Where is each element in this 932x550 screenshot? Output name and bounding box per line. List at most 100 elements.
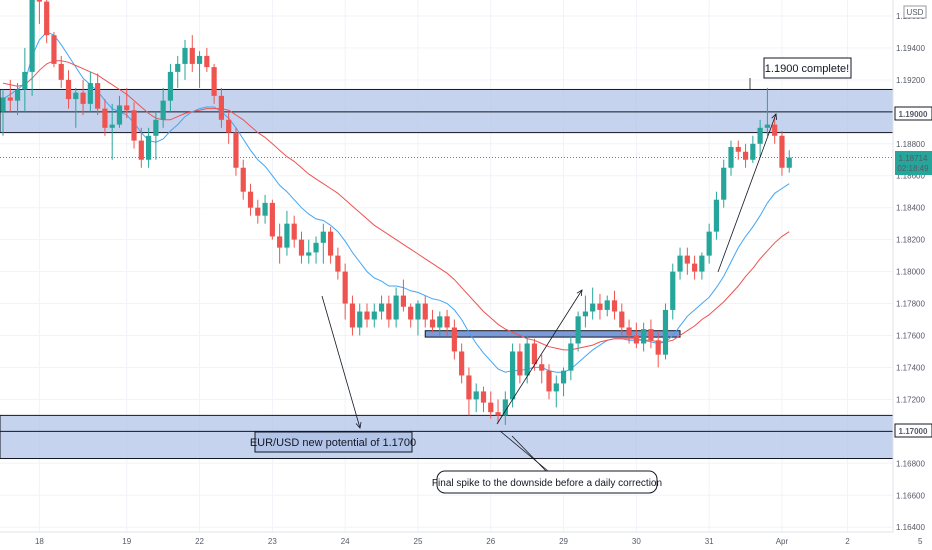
drawings (321, 78, 777, 472)
candle (546, 364, 552, 400)
candle (524, 335, 530, 384)
candle (196, 51, 203, 88)
candle-body (546, 370, 552, 392)
candle-body (131, 110, 137, 141)
candle-body (626, 327, 632, 336)
candle (0, 89, 6, 136)
candle (706, 223, 712, 264)
candle-body (677, 255, 683, 272)
candle-body (328, 231, 334, 256)
price-tick-label: 1.17600 (896, 331, 925, 340)
time-tick-label: 5 (918, 537, 923, 546)
candle-body (400, 295, 406, 307)
price-tick-label: 1.16800 (896, 459, 925, 468)
arrow-to-1170 (321, 295, 361, 429)
callout-line (511, 435, 547, 472)
time-tick-label: 29 (559, 537, 568, 546)
candle (510, 343, 516, 408)
time-tick-label: 26 (486, 537, 495, 546)
candle (459, 343, 465, 384)
time-tick-label: 19 (122, 537, 131, 546)
candle (713, 191, 720, 240)
candle-body (364, 311, 370, 320)
candle (65, 70, 72, 109)
candle-body (306, 252, 312, 256)
candle-body (779, 135, 785, 168)
candle-body (684, 255, 690, 264)
candle (597, 293, 603, 320)
candle-body (539, 364, 545, 371)
candle-body (429, 319, 436, 328)
candle-body (393, 295, 399, 320)
candle-body (641, 329, 647, 344)
candle (728, 140, 734, 176)
candle (633, 322, 639, 349)
candle-body (648, 329, 654, 341)
currency-badge[interactable] (903, 5, 927, 19)
candle (320, 223, 326, 264)
candle-countdown: 02:18:49 (897, 164, 929, 173)
candle-body (262, 202, 268, 216)
candle (233, 127, 239, 176)
candle (786, 150, 792, 173)
candle (677, 247, 683, 280)
candle (204, 47, 210, 72)
candle-body (247, 191, 254, 208)
candle (429, 309, 436, 333)
price-tick-label: 1.18600 (896, 172, 925, 181)
candle-body (466, 375, 472, 400)
candle (495, 399, 501, 424)
time-tick-label: 25 (414, 537, 423, 546)
candle-body (146, 135, 152, 160)
candle-body (735, 146, 741, 152)
price-tick-label: 1.19400 (896, 44, 925, 53)
candle (393, 287, 399, 328)
candle (247, 183, 254, 216)
callout-line (499, 430, 549, 472)
candle-body (750, 143, 756, 160)
candle-body (102, 108, 108, 128)
candle (721, 159, 727, 208)
candle-body (582, 311, 588, 317)
candle-body (692, 263, 698, 272)
candle-body (670, 271, 676, 310)
candle (124, 87, 130, 119)
candle (240, 159, 246, 200)
candle-body (590, 303, 596, 312)
candle-body (277, 236, 283, 248)
candle-body (655, 340, 661, 355)
candle (175, 55, 181, 88)
price-axis[interactable] (893, 0, 932, 532)
candle-body (22, 71, 28, 90)
candle (44, 0, 50, 44)
price-tick-label: 1.16400 (896, 523, 925, 532)
candle-body (189, 47, 195, 64)
currency-label: USD (907, 8, 924, 17)
candle (182, 39, 188, 80)
arrow-correction-head (576, 289, 583, 297)
candle-body (320, 231, 326, 243)
candle (699, 252, 705, 280)
candle (51, 31, 57, 68)
price-tick-label: 1.19200 (896, 76, 925, 85)
arrow-to-1190-head (771, 113, 777, 121)
time-tick-label: 22 (195, 537, 204, 546)
candle-body (415, 303, 421, 320)
candle-body (764, 124, 770, 128)
label-1190-complete: 1.1900 complete! (765, 63, 849, 75)
candle-body (728, 146, 734, 168)
candle (670, 263, 676, 320)
candle (349, 295, 356, 336)
annotations: 1.1900 complete! EUR/USD new potential o… (250, 57, 852, 494)
candle (80, 79, 86, 116)
time-axis[interactable] (0, 532, 893, 550)
candle-body (531, 343, 538, 365)
candle (422, 295, 428, 328)
candle-body (706, 231, 712, 256)
candle-body (772, 124, 778, 136)
candle-body (349, 303, 356, 328)
candle (473, 383, 479, 413)
candle (641, 322, 647, 352)
candle-body (284, 223, 290, 248)
